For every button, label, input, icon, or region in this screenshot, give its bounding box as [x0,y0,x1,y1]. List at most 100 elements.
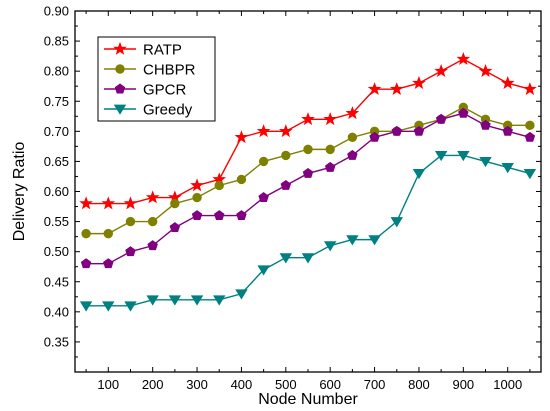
data-point-greedy [457,150,470,162]
data-point-ratp [145,190,160,204]
data-point-greedy [102,301,115,312]
data-point-gpcr [435,113,447,124]
data-point-greedy [368,235,381,246]
data-point-chbpr [325,144,335,155]
series-layer [79,51,537,312]
x-tick-label: 400 [231,377,253,392]
data-point-gpcr [191,210,203,221]
data-point-gpcr [80,258,92,269]
data-point-ratp [256,124,271,138]
data-point-gpcr [236,210,247,221]
data-point-gpcr [391,125,402,136]
data-point-greedy [124,301,137,312]
data-point-chbpr [214,180,224,191]
legend-marker-ratp [113,41,127,55]
axis-ticks-layer: 100 200 300 400 500 600 700 800 900 1000 0.35 0.40 0… [44,4,541,392]
data-point-gpcr [280,179,292,190]
data-point-gpcr [125,246,136,257]
y-tick-label: 0.40 [44,304,69,319]
data-point-greedy [390,217,403,228]
data-point-greedy [168,295,182,306]
data-point-chbpr [147,216,158,227]
data-point-gpcr [413,125,425,136]
data-point-chbpr [258,156,269,167]
data-point-greedy [412,169,426,180]
data-point-gpcr [302,167,314,178]
x-tick-label: 800 [408,377,430,392]
x-tick-label: 1000 [493,377,522,392]
data-point-greedy [323,241,337,252]
data-point-greedy [79,301,93,312]
y-tick-label: 0.45 [44,274,69,289]
data-point-ratp [478,64,493,77]
data-point-gpcr [458,107,469,118]
data-point-ratp [434,64,448,77]
data-point-greedy [190,295,204,306]
data-point-gpcr [214,210,225,221]
data-point-chbpr [347,132,358,143]
data-point-ratp [367,82,382,96]
data-point-chbpr [192,192,202,203]
y-tick-label: 0.60 [44,184,69,199]
legend-marker-chbpr [115,64,125,74]
x-tick-label: 500 [275,377,297,392]
data-point-greedy [479,157,492,168]
x-tick-label: 900 [452,377,474,392]
x-tick-label: 700 [364,377,386,392]
y-tick-label: 0.90 [44,4,69,19]
y-tick-label: 0.75 [44,94,69,109]
y-tick-label: 0.55 [44,214,69,229]
data-point-gpcr [502,125,513,136]
series-greedy [79,150,537,312]
legend: RATP CHBPR GPCR Greedy [97,36,216,122]
data-point-greedy [301,253,315,264]
data-point-ratp [523,82,537,96]
x-tick-label: 300 [186,377,208,392]
data-point-chbpr [525,120,535,131]
data-point-ratp [323,112,337,126]
data-point-gpcr [369,131,380,142]
data-point-ratp [123,196,138,210]
legend-marker-greedy [113,104,127,115]
legend-label-chbpr: CHBPR [143,62,196,79]
data-point-gpcr [103,258,114,269]
data-point-ratp [301,112,315,126]
data-point-ratp [389,82,404,96]
data-point-ratp [412,76,426,89]
y-tick-label: 0.80 [44,64,69,79]
data-point-gpcr [169,222,181,233]
data-point-greedy [501,163,514,174]
data-point-greedy [213,295,226,306]
data-point-greedy [434,150,448,162]
data-point-chbpr [170,198,180,209]
data-point-greedy [146,295,159,306]
data-point-chbpr [281,150,291,161]
data-point-chbpr [103,228,113,239]
data-point-gpcr [524,131,536,142]
data-point-chbpr [125,216,136,227]
data-point-ratp [79,196,93,210]
legend-label-gpcr: GPCR [143,82,187,99]
data-point-gpcr [258,192,269,202]
data-point-gpcr [480,119,491,130]
data-point-greedy [346,235,359,246]
data-point-greedy [235,289,248,300]
y-tick-label: 0.65 [44,154,69,169]
data-point-greedy [523,169,537,180]
y-tick-label: 0.35 [44,334,69,349]
x-axis-title: Node Number [258,391,358,408]
y-axis-title: Delivery Ratio [11,142,28,242]
data-point-ratp [456,51,471,65]
series-line-greedy [86,154,531,307]
data-point-gpcr [324,161,336,172]
data-point-chbpr [303,144,313,155]
x-tick-label: 100 [97,377,119,392]
data-point-gpcr [347,149,358,160]
data-point-ratp [190,178,204,192]
data-point-chbpr [81,228,91,239]
data-point-chbpr [236,174,247,185]
data-point-ratp [500,76,515,89]
data-point-gpcr [147,240,158,251]
